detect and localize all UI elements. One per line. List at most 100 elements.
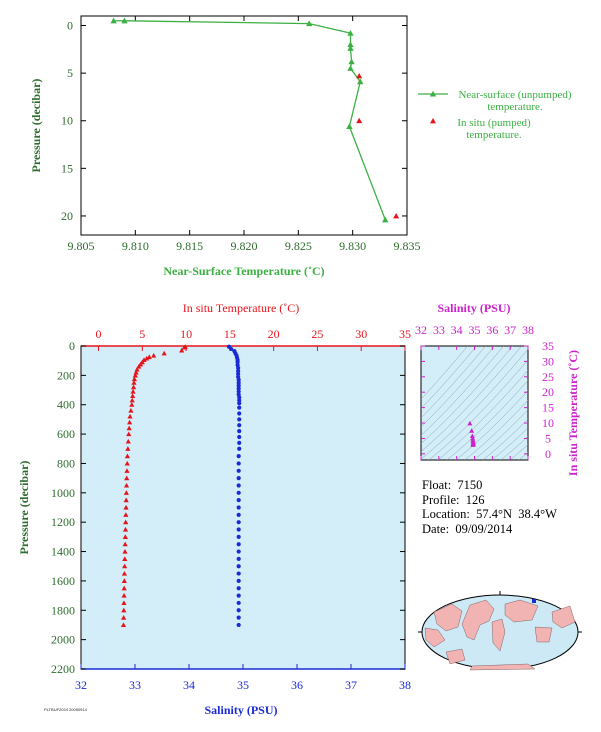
temperature-point [123,497,129,503]
salinity-point [237,434,242,440]
temperature-point [122,541,128,547]
temperature-point [124,468,130,473]
x-tick-label: 9.820 [231,239,258,253]
salinity-point [236,615,241,620]
temperature-point [122,548,128,554]
legend-marker-in-situ [430,118,436,124]
salinity-point [236,383,241,388]
x-tick-label: 9.805 [68,239,95,253]
density-contour [491,427,528,460]
map-landmass [433,603,463,632]
temperature-point [122,526,129,532]
temperature-point [126,425,132,431]
salinity-point [236,564,241,569]
ts-point [467,420,473,426]
salinity-tick-label: 33 [129,678,141,692]
plot-frame [80,15,408,236]
y-tick-label: 20 [61,209,73,223]
ts-x-axis-label: Salinity (PSU) [437,301,510,315]
salinity-point [236,461,241,466]
salinity-point [237,429,242,434]
ts-x-tick-label: 34 [451,323,463,337]
near-surface-point [348,58,355,65]
ts-x-tick-label: 35 [469,323,481,337]
y-tick-label: 0 [67,19,73,33]
salinity-point [236,600,241,606]
ts-x-tick-label: 38 [522,323,534,337]
near-surface-plot: 9.805 9.810 9.815 9.820 9.825 9.830 9.835 0 5 10 1… [29,15,572,278]
profile-plot: 0 5 10 15 20 25 30 35 32 33 34 35 36 37 38 0 200 400 600 80… [17,301,411,717]
salinity-point [236,571,241,576]
legend-label-in-situ-2: temperature. [466,129,522,141]
y-tick-label: 2200 [51,662,75,676]
salinity-point [237,440,242,445]
temperature-point [130,384,137,390]
salinity-point [237,423,242,428]
salinity-point [237,401,242,406]
near-surface-point [346,123,353,130]
salinity-point [236,556,241,561]
temperature-point [133,369,139,375]
temperature-point [146,354,152,360]
float-id: Float: 7150 [422,478,483,492]
x-tick-label: 9.810 [122,239,149,253]
near-surface-point [306,20,313,27]
ts-x-tick-label: 32 [415,323,427,337]
salinity-point [236,534,241,539]
legend-marker-near-surface [429,90,437,97]
salinity-point [236,512,241,517]
salinity-point [236,542,241,547]
legend-label-in-situ: In situ (pumped) [457,117,531,129]
density-contour [428,359,528,460]
temperature-point [131,380,137,385]
density-contour [446,380,528,460]
temperature-tick-label: 15 [224,327,236,341]
density-contour [509,444,528,460]
temperature-point [129,402,135,407]
temperature-point [131,376,138,382]
y-tick-label: 1600 [51,574,75,588]
near-surface-point [382,216,389,223]
x-tick-label: 9.825 [285,239,312,253]
date-text: Date: 09/09/2014 [422,521,513,536]
salinity-tick-label: 34 [183,678,195,692]
ts-y-tick-label: 5 [545,431,551,445]
salinity-point [236,377,241,382]
near-surface-point [357,78,364,85]
density-contour [437,369,528,460]
y-tick-label: 1800 [51,603,75,617]
temperature-point [121,615,127,620]
y-tick-label: 600 [57,427,75,441]
temperature-tick-label: 35 [399,327,411,341]
ts-y-tick-label: 20 [542,385,554,399]
x-tick-label: 9.815 [176,239,203,253]
density-contour [421,346,522,452]
legend-label-near-surface-2: temperature. [487,101,543,113]
salinity-point [236,365,241,371]
temperature-point [128,408,134,413]
legend: Near-surface (unpumped)temperature.In si… [418,89,572,141]
salinity-point [236,386,241,391]
ts-point [470,442,476,447]
salinity-point [236,586,241,591]
map-landmass [534,626,553,643]
salinity-point [236,578,241,584]
temperature-point [134,366,140,372]
salinity-point [236,368,241,374]
temperature-tick-label: 20 [268,327,280,341]
salinity-point [236,608,241,613]
salinity-point [236,476,241,481]
salinity-tick-label: 32 [75,678,87,692]
y-tick-label: 1200 [51,515,75,529]
y-tick-label: 10 [61,114,73,128]
salinity-point [237,398,242,403]
y-tick-label: 1400 [51,545,75,559]
temperature-point [123,519,129,525]
temperature-point [122,563,128,569]
y-tick-label: 1000 [51,486,75,500]
y-axis-label: Pressure (decibar) [17,461,31,555]
salinity-tick-label: 35 [237,678,249,692]
salinity-point [237,411,242,416]
footer-code: PLTBUF2024 20090914 [44,707,87,712]
